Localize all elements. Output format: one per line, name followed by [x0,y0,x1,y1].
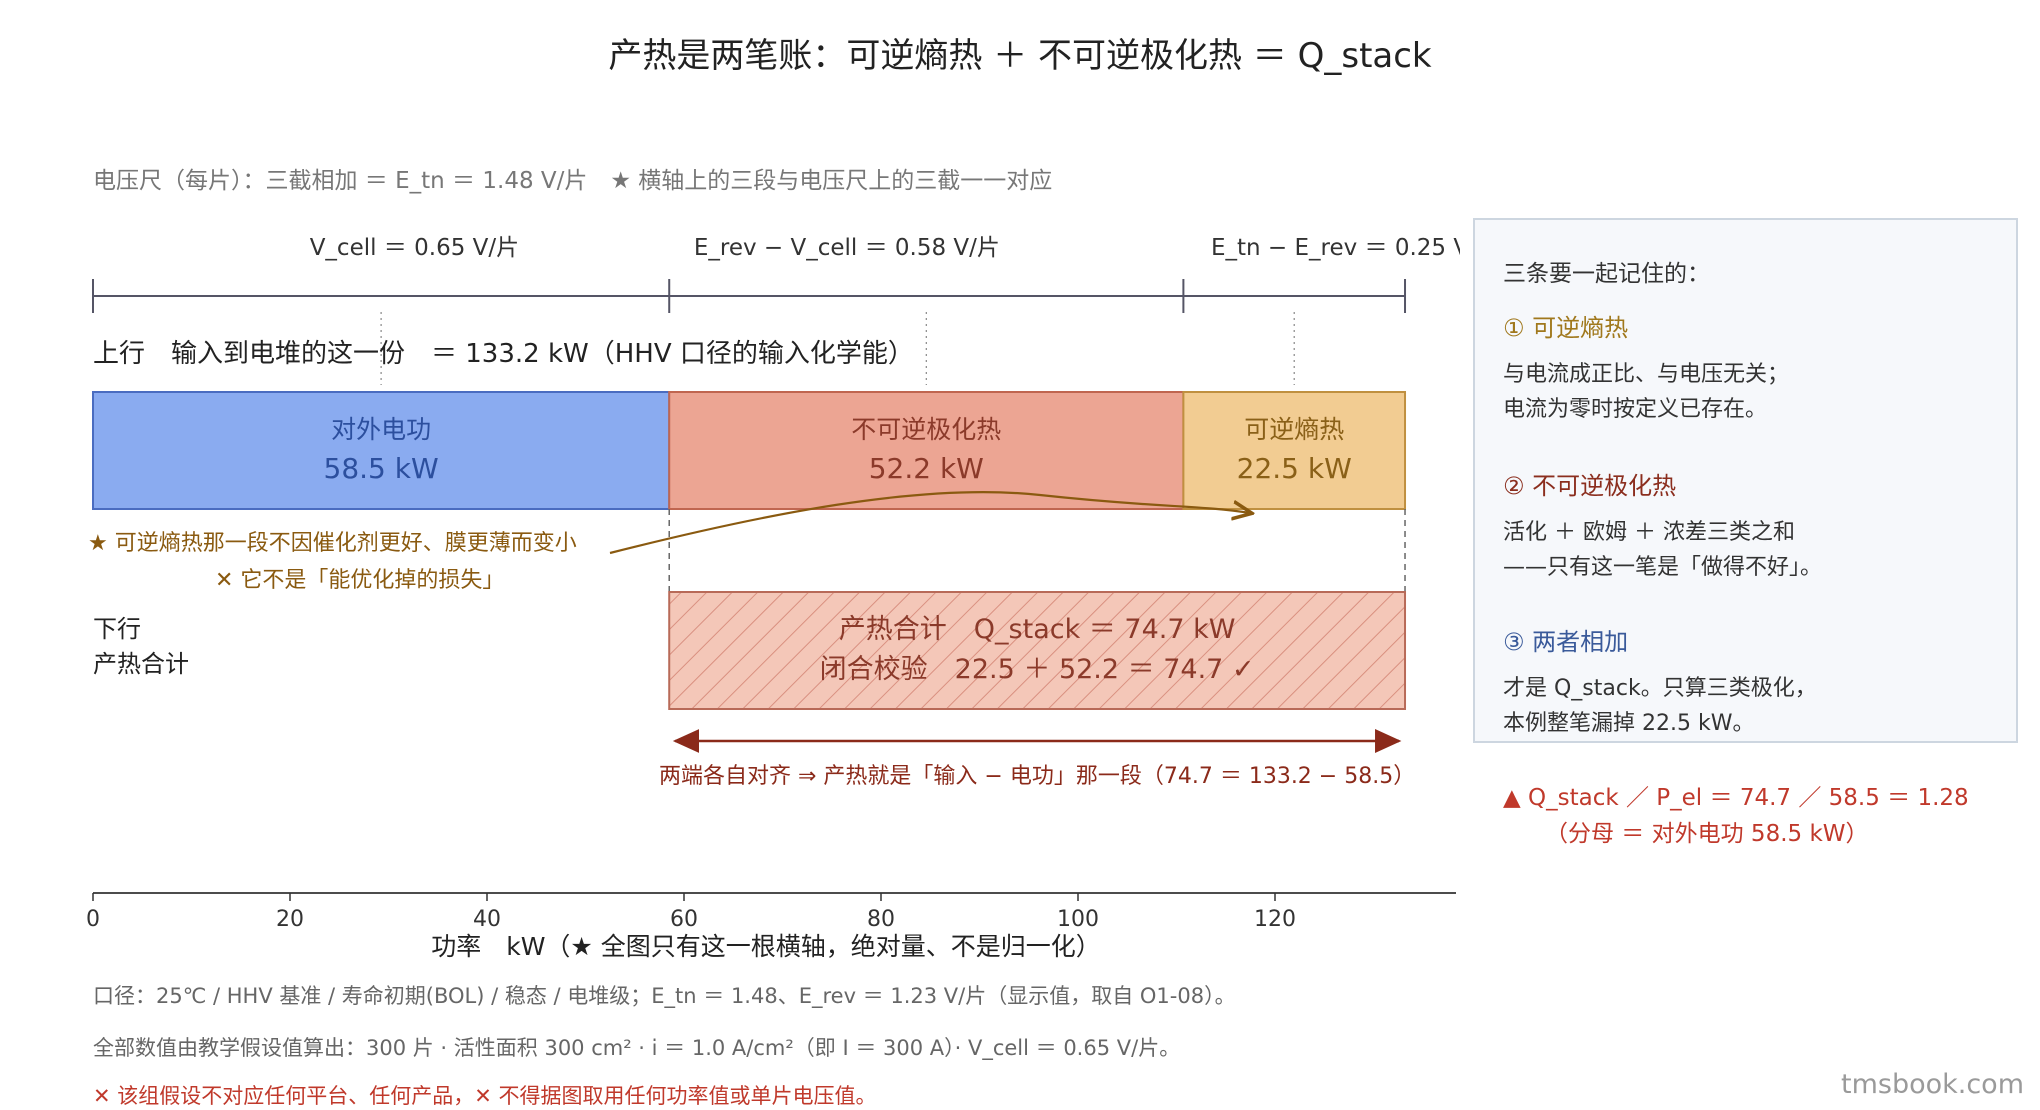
chart-title: 产热是两笔账：可逆熵热 ＋ 不可逆极化热 ＝ Q_stack [608,36,1432,76]
chart: 电压尺（每片）：三截相加 ＝ E_tn ＝ 1.48 V/片 ★ 横轴上的三段与… [86,168,1460,961]
bar-segment-name: 对外电功 [331,415,431,444]
x-axis-tick-label: 20 [276,907,304,932]
section-line: 与电流成正比、与电压无关； [1503,362,1790,387]
x-axis-tick-label: 0 [86,907,100,932]
voltage-ruler-caption: 电压尺（每片）：三截相加 ＝ E_tn ＝ 1.48 V/片 ★ 横轴上的三段与… [93,168,1052,194]
q-stack-bar [668,591,1407,710]
x-axis-tick-label: 60 [670,907,698,932]
bar-segment-name: 可逆熵热 [1244,415,1344,444]
x-axis-tick-label: 120 [1254,907,1296,932]
x-axis-label: 功率 kW（★ 全图只有这一根横轴，绝对量、不是归一化） [431,932,1101,961]
bar-segment-value: 22.5 kW [1237,452,1352,485]
annotation-entropy-note: ✕ 它不是「能优化掉的损失」 [215,568,504,593]
voltage-ruler-label: V_cell ＝ 0.65 V/片 [310,235,519,261]
section-line: ——只有这一笔是「做得不好」。 [1503,555,1823,580]
footnote-basis: 口径：25℃ / HHV 基准 / 寿命初期(BOL) / 稳态 / 电堆级；E… [93,984,1236,1008]
bar-segment-value: 52.2 kW [869,452,984,485]
q-stack-check: 闭合校验 22.5 ＋ 52.2 ＝ 74.7 ✓ [820,654,1255,685]
annotation-entropy-note: ★ 可逆熵热那一段不因催化剂更好、膜更薄而变小 [88,531,577,556]
bar-segment [92,391,671,510]
bar-segment [668,391,1185,510]
section-title-sum: ③ 两者相加 [1503,628,1629,656]
q-stack-label: 产热合计 Q_stack ＝ 74.7 kW [839,614,1236,645]
x-axis-tick-label: 40 [473,907,501,932]
span-note: 两端各自对齐 ⇒ 产热就是「输入 − 电功」那一段（74.7 ＝ 133.2 −… [659,764,1415,789]
ratio-note: ▲ Q_stack ／ P_el ＝ 74.7 ／ 58.5 ＝ 1.28 [1503,785,1969,811]
ratio-note-denominator: （分母 ＝ 对外电功 58.5 kW） [1545,821,1869,847]
voltage-ruler-label: E_rev − V_cell ＝ 0.58 V/片 [694,235,1000,261]
lower-row-label: 下行 [93,615,141,643]
section-line: 活化 ＋ 欧姆 ＋ 浓差三类之和 [1503,520,1795,545]
side-panel: 三条要一起记住的： ① 可逆熵热 与电流成正比、与电压无关； 电流为零时按定义已… [1473,218,2018,743]
lower-row-label: 产热合计 [93,650,189,678]
x-axis-tick-label: 80 [867,907,895,932]
section-title-entropy-heat: ① 可逆熵热 [1503,314,1629,342]
bar-segment [1182,391,1407,510]
bar-segment-value: 58.5 kW [324,452,439,485]
footnote-assumptions: 全部数值由教学假设值算出：300 片 · 活性面积 300 cm² · i ＝ … [93,1036,1181,1060]
upper-row-label: 上行 输入到电堆的这一份 ＝ 133.2 kW（HHV 口径的输入化学能） [93,339,914,369]
side-panel-heading: 三条要一起记住的： [1503,261,1710,287]
section-line: 电流为零时按定义已存在。 [1503,397,1768,422]
section-line: 才是 Q_stack。只算三类极化， [1503,676,1817,701]
watermark: tmsbook.com [1840,1069,2024,1100]
voltage-ruler-label: E_tn − E_rev ＝ 0.25 V/片 [1211,235,1460,261]
footnote-disclaimer: ✕ 该组假设不对应任何平台、任何产品，✕ 不得据图取用任何功率值或单片电压值。 [93,1084,877,1108]
x-axis-tick-label: 100 [1057,907,1099,932]
section-title-polarization-heat: ② 不可逆极化热 [1503,472,1677,500]
annotation-arrow [609,491,1250,555]
section-line: 本例整笔漏掉 22.5 kW。 [1503,711,1755,736]
bar-segment-name: 不可逆极化热 [851,415,1001,444]
